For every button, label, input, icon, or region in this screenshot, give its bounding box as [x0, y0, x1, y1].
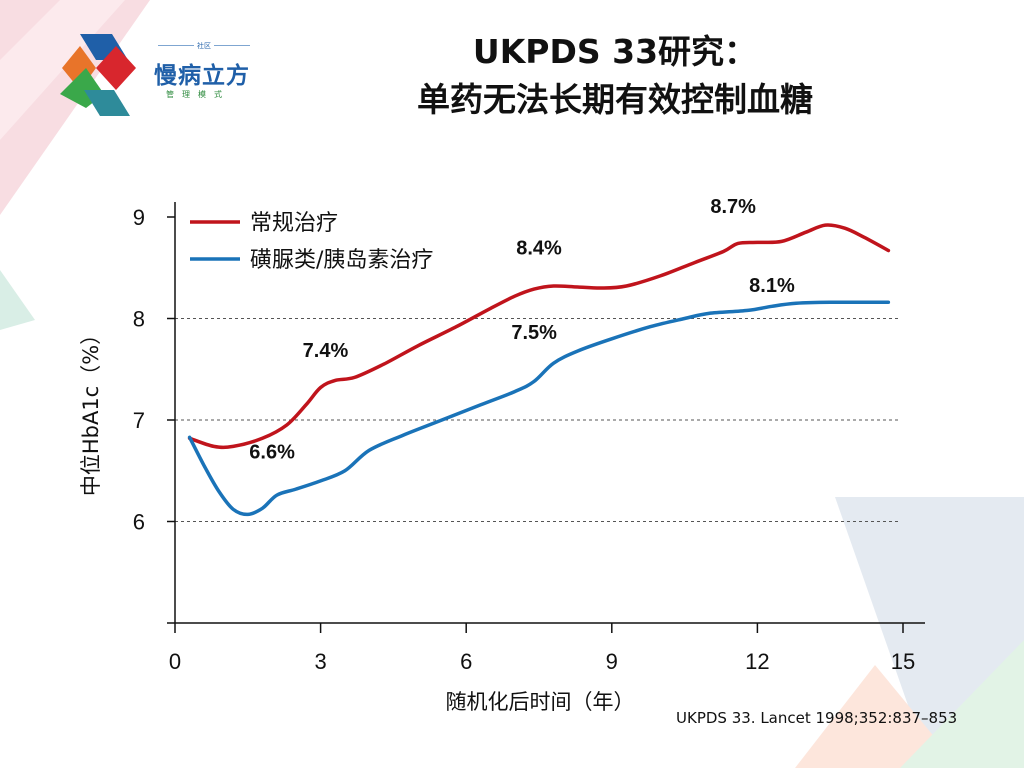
y-axis-label: 中位HbA1c（%）	[79, 324, 103, 496]
data-label-5: 8.7%	[710, 196, 756, 218]
data-label-3: 8.4%	[516, 238, 562, 260]
data-label-4: 8.1%	[749, 275, 795, 297]
y-tick-label-7: 7	[133, 408, 145, 433]
legend-label-0: 常规治疗	[250, 211, 338, 236]
y-tick-label-8: 8	[133, 307, 145, 332]
y-tick-label-9: 9	[133, 205, 145, 230]
slide-title-line1: UKPDS 33研究：	[472, 32, 758, 71]
x-tick-label-15: 15	[891, 649, 915, 674]
slide-title-line2: 单药无法长期有效控制血糖	[417, 80, 813, 119]
x-axis-label: 随机化后时间（年）	[446, 690, 635, 714]
legend-label-1: 磺脲类/胰岛素治疗	[250, 248, 433, 273]
y-tick-label-6: 6	[133, 510, 145, 535]
x-tick-label-0: 0	[169, 649, 181, 674]
citation: UKPDS 33. Lancet 1998;352:837–853	[676, 709, 958, 727]
x-tick-label-6: 6	[460, 649, 472, 674]
logo-name: 慢病立方	[154, 63, 250, 89]
series-line-intensive	[187, 300, 891, 517]
x-tick-label-9: 9	[606, 649, 618, 674]
data-label-1: 7.4%	[303, 340, 349, 362]
logo-subtitle: 管理模式	[166, 90, 230, 99]
data-label-2: 7.5%	[511, 322, 557, 344]
data-label-0: 6.6%	[249, 442, 295, 464]
logo-top-text: 社区	[158, 42, 250, 50]
x-tick-label-3: 3	[314, 649, 326, 674]
series-line-conventional	[187, 223, 891, 450]
x-tick-label-12: 12	[745, 649, 769, 674]
logo-icon	[60, 34, 136, 116]
